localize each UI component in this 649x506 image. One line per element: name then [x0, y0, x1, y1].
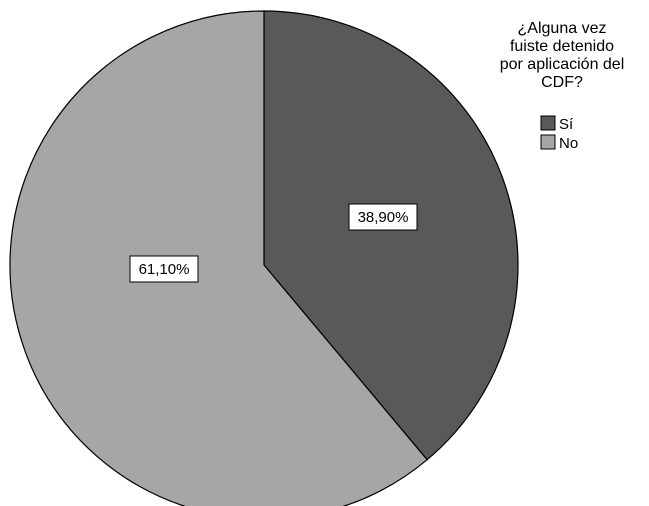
legend-entry-si: Sí: [540, 115, 574, 133]
legend-title-line: por aplicación del: [500, 56, 625, 73]
legend-title-line: CDF?: [541, 74, 583, 91]
pie-slice-si: [263, 10, 519, 461]
legend-label: No: [559, 135, 578, 152]
pie-slices: [9, 10, 519, 506]
data-label-si: 38,90%: [348, 203, 418, 231]
data-label-text: 61,10%: [139, 261, 190, 278]
legend-swatch: [540, 134, 556, 150]
legend: ¿Alguna vez fuiste detenido por aplicación…: [500, 20, 625, 152]
legend-label: Sí: [559, 116, 574, 133]
legend-entry-no: No: [540, 134, 578, 152]
data-label-box: [129, 255, 199, 283]
legend-title-line: fuiste detenido: [510, 38, 614, 55]
data-label-no: 61,10%: [129, 255, 199, 283]
data-label-box: [348, 203, 418, 231]
legend-swatch: [540, 115, 556, 131]
legend-entries: Sí No: [540, 115, 578, 152]
pie-slice-no: [9, 10, 428, 506]
pie-data-labels: 38,90% 61,10%: [129, 203, 418, 283]
legend-title: ¿Alguna vez fuiste detenido por aplicación…: [500, 20, 625, 91]
legend-title-line: ¿Alguna vez: [518, 20, 607, 37]
data-label-text: 38,90%: [358, 209, 409, 226]
